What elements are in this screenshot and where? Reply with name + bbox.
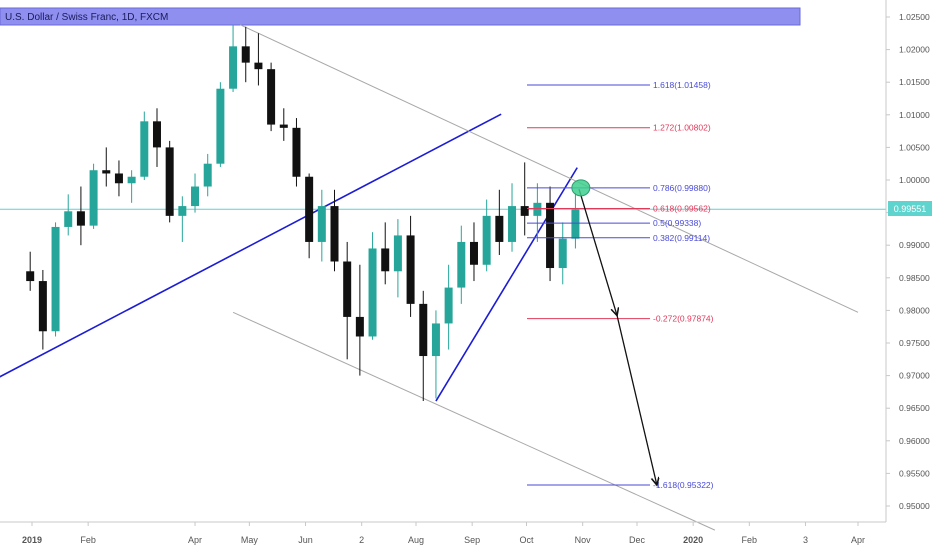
candle-body <box>495 215 504 242</box>
x-tick-label: Jun <box>298 535 313 545</box>
y-tick-label: 1.02000 <box>899 45 930 55</box>
candle-body <box>558 238 567 269</box>
candle-body <box>533 202 542 216</box>
x-tick-label: 3 <box>803 535 808 545</box>
candle-body <box>38 281 47 332</box>
x-tick-label: Oct <box>520 535 535 545</box>
candle-body <box>76 211 85 226</box>
title-band <box>0 7 801 26</box>
x-tick-label: Feb <box>80 535 96 545</box>
candle-body <box>469 241 478 265</box>
candle-body <box>127 176 136 184</box>
x-tick-label: May <box>241 535 259 545</box>
candle-body <box>305 176 314 242</box>
x-tick-label: Nov <box>575 535 592 545</box>
x-tick-label: 2020 <box>683 535 703 545</box>
fib-level-label: 1.618(1.01458) <box>653 80 711 90</box>
x-tick-label: Sep <box>464 535 480 545</box>
y-tick-label: 0.97500 <box>899 338 930 348</box>
chart-title: U.S. Dollar / Swiss Franc, 1D, FXCM <box>5 12 168 23</box>
y-tick-label: 1.01000 <box>899 110 930 120</box>
x-tick-label: 2019 <box>22 535 42 545</box>
fib-level-label: -0.272(0.97874) <box>653 314 714 324</box>
y-tick-label: 0.95000 <box>899 501 930 511</box>
candle-body <box>216 88 225 164</box>
x-axis: 2019 Feb Apr May Jun 2 Aug Sep Oct Nov Dec 2020 Feb 3… <box>22 522 865 545</box>
x-tick-label: 2 <box>359 535 364 545</box>
candle-body <box>114 173 123 184</box>
candle-body <box>393 235 402 272</box>
candle-body <box>89 170 98 226</box>
candle-body <box>406 235 415 304</box>
candle-body <box>279 124 288 128</box>
fib-level-label: 0.618(0.99562) <box>653 204 711 214</box>
candle-body <box>229 46 238 89</box>
x-tick-label: Feb <box>742 535 758 545</box>
candle-body <box>419 303 428 357</box>
x-tick-label: Aug <box>408 535 424 545</box>
candle-body <box>241 46 250 63</box>
candle-body <box>254 62 263 70</box>
y-tick-label: 0.95500 <box>899 468 930 478</box>
candle-body <box>317 206 326 242</box>
candle-body <box>444 287 453 324</box>
candle-body <box>571 209 580 239</box>
y-tick-label: 1.01500 <box>899 77 930 87</box>
candle-body <box>267 69 276 125</box>
x-tick-label: Dec <box>629 535 646 545</box>
y-tick-label: 1.00500 <box>899 142 930 152</box>
candle-body <box>355 316 364 337</box>
candle-body <box>26 271 35 282</box>
candle-body <box>191 186 200 207</box>
fib-level-label: 0.786(0.99880) <box>653 183 711 193</box>
x-tick-label: Apr <box>188 535 202 545</box>
candle-body <box>457 241 466 288</box>
candle-body <box>546 202 555 269</box>
x-tick-label: Apr <box>851 535 865 545</box>
y-tick-label: 0.96500 <box>899 403 930 413</box>
candle-body <box>330 206 339 262</box>
y-axis: 1.02500 1.02000 1.01500 1.01000 1.00500 1.000… <box>886 12 930 511</box>
candle-body <box>152 121 161 148</box>
fib-level-label: 0.382(0.99114) <box>653 233 710 243</box>
trendline-long-uptrend <box>0 113 502 378</box>
candle-body <box>508 206 517 242</box>
projection-arrow <box>616 315 657 486</box>
plot-layer: 1.618(1.01458) 1.272(1.00802) 0.786(0.9988… <box>0 24 886 531</box>
candle-body <box>520 206 529 216</box>
candle-body <box>140 121 149 177</box>
current-price-text: 0.99551 <box>894 204 927 214</box>
y-tick-label: 1.00000 <box>899 175 930 185</box>
fib-level-label: -1.618(0.95322) <box>653 480 714 490</box>
breakout-marker <box>571 179 591 197</box>
candle-body <box>64 211 73 227</box>
candle-body <box>102 170 111 174</box>
y-tick-label: 1.02500 <box>899 12 930 22</box>
candle-body <box>368 248 377 337</box>
trendline-channel-lower <box>232 311 716 531</box>
candle-body <box>292 127 301 177</box>
y-tick-label: 0.97000 <box>899 371 930 381</box>
candle-body <box>203 163 212 187</box>
candle-body <box>51 226 60 332</box>
candle-body <box>482 215 491 265</box>
fib-level-label: 0.5(0.99338) <box>653 218 701 228</box>
y-tick-label: 0.99000 <box>899 240 930 250</box>
candle-body <box>343 261 352 317</box>
fib-level-label: 1.272(1.00802) <box>653 123 711 133</box>
candle-body <box>165 147 174 216</box>
candle-body <box>431 323 440 357</box>
y-tick-label: 0.96000 <box>899 436 930 446</box>
current-price-box <box>888 201 932 216</box>
y-tick-label: 0.98000 <box>899 305 930 315</box>
trendline-channel-upper <box>240 24 859 313</box>
candle-body <box>178 206 187 216</box>
candle-body <box>381 248 390 272</box>
current-price-label: 0.99551 <box>888 201 932 216</box>
y-tick-label: 0.98500 <box>899 273 930 283</box>
projection-arrow <box>578 188 617 315</box>
trendline-aug-oct-uptrend <box>435 167 578 402</box>
